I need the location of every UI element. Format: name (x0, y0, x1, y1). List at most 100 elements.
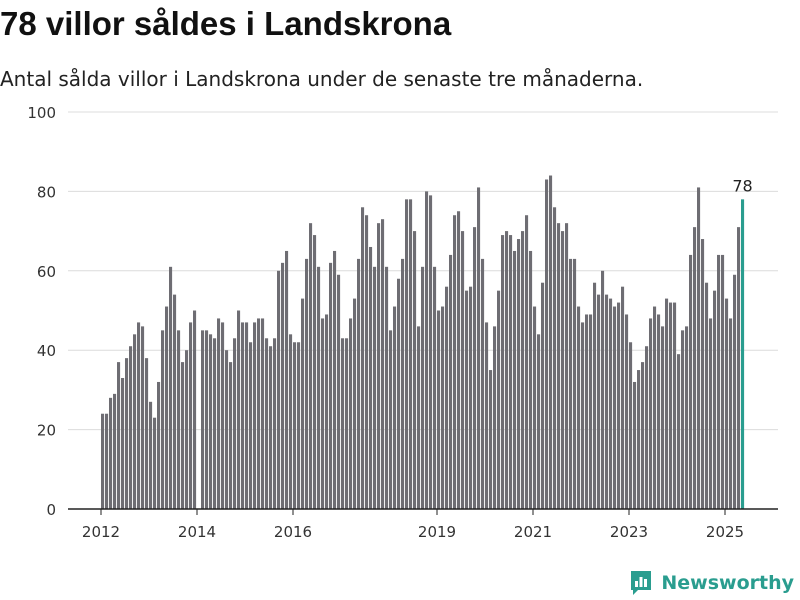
bar (409, 199, 413, 509)
bar-highlight (741, 199, 745, 509)
bar (121, 377, 125, 509)
x-tick-label: 2014 (178, 523, 216, 541)
bar (669, 302, 673, 509)
bar (293, 342, 297, 509)
chart-title: 78 villor såldes i Landskrona (0, 5, 452, 42)
bar (489, 370, 493, 509)
bar (529, 250, 533, 509)
bar (705, 282, 709, 509)
highlight-value-label: 78 (732, 176, 752, 195)
bar (145, 358, 149, 509)
bar (453, 215, 457, 509)
bar (557, 223, 561, 509)
bar (329, 262, 333, 509)
bar (469, 286, 473, 509)
bar (609, 298, 613, 509)
bar (289, 334, 293, 509)
bar (253, 322, 257, 509)
bar (333, 250, 337, 509)
bar (413, 231, 417, 509)
bar (105, 413, 109, 509)
bar (561, 231, 565, 509)
bar (125, 358, 129, 509)
bar (141, 326, 145, 509)
bar (405, 199, 409, 509)
bar (389, 330, 393, 509)
bar (133, 334, 137, 509)
bar (641, 362, 645, 509)
bar (385, 266, 389, 509)
bar (713, 290, 717, 509)
x-tick-label: 2019 (418, 523, 456, 541)
bar (689, 254, 693, 509)
bar (637, 370, 641, 509)
bar (525, 215, 529, 509)
bar (229, 362, 233, 509)
newsworthy-logo-icon (631, 571, 652, 595)
bar (425, 191, 429, 509)
bar (309, 223, 313, 509)
y-axis-ticks: 0 20 40 60 80 100 (27, 104, 56, 519)
bar (217, 318, 221, 509)
bar (429, 195, 433, 509)
bar (537, 334, 541, 509)
bar (625, 314, 629, 509)
bar (709, 318, 713, 509)
bar (437, 310, 441, 509)
bar (301, 298, 305, 509)
bar (381, 219, 385, 509)
bar (589, 314, 593, 509)
bar (421, 266, 425, 509)
bar (521, 231, 525, 509)
bar (153, 417, 157, 509)
bar (445, 286, 449, 509)
x-tick-label: 2021 (514, 523, 552, 541)
bar (473, 227, 477, 509)
bar (169, 266, 173, 509)
bar (485, 322, 489, 509)
bar (681, 330, 685, 509)
bar (737, 227, 741, 509)
bar (165, 306, 169, 509)
bar (541, 282, 545, 509)
bar (377, 223, 381, 509)
bar (449, 254, 453, 509)
bar (465, 290, 469, 509)
bar (613, 306, 617, 509)
bar (321, 318, 325, 509)
bar (109, 397, 113, 509)
bar (417, 326, 421, 509)
bar (569, 258, 573, 509)
bar (161, 330, 165, 509)
bar (249, 342, 253, 509)
bar (545, 179, 549, 510)
bar (397, 278, 401, 509)
bar (497, 290, 501, 509)
x-axis-ticks: 2012 2014 2016 2019 2021 2023 2025 (82, 509, 744, 541)
bar (517, 239, 521, 510)
bar (305, 258, 309, 509)
chart-subtitle: Antal sålda villor i Landskrona under de… (0, 67, 644, 91)
bar (621, 286, 625, 509)
bar (441, 306, 445, 509)
bar (181, 362, 185, 509)
bar (649, 318, 653, 509)
bar (201, 330, 205, 509)
bar (617, 302, 621, 509)
bar (509, 235, 513, 509)
bar (317, 266, 321, 509)
annotations: 78 (732, 176, 752, 195)
bar (365, 215, 369, 509)
x-tick-label: 2016 (274, 523, 312, 541)
bar (513, 250, 517, 509)
bar (653, 306, 657, 509)
bar (177, 330, 181, 509)
bar (225, 350, 229, 509)
bar (205, 330, 209, 509)
y-tick-label: 20 (37, 422, 56, 440)
bar (345, 338, 349, 509)
bar (597, 294, 601, 509)
x-tick-label: 2012 (82, 523, 120, 541)
y-tick-label: 0 (46, 501, 56, 519)
bar (401, 258, 405, 509)
